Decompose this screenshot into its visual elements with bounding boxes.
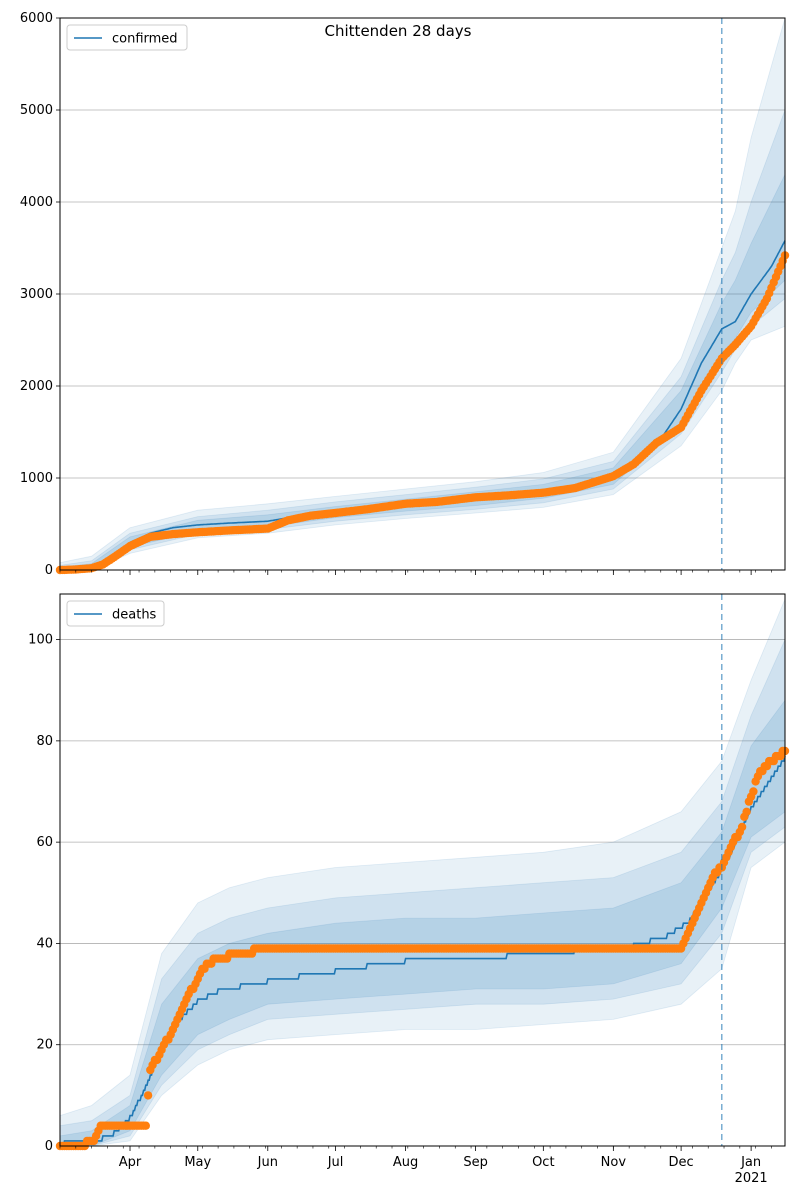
- x-tick-label: Dec: [669, 1155, 694, 1170]
- x-tick-label: Apr: [119, 1155, 142, 1170]
- observed-point: [742, 807, 751, 816]
- chart-panel-1: 0 1000 2000 3000 4000 5000 6000 Chittenden 28 d…: [20, 11, 790, 578]
- legend-box: [66, 600, 165, 627]
- y-tick-label: 6000: [20, 11, 53, 26]
- legend: deaths: [66, 600, 165, 627]
- y-tick-label: 20: [36, 1038, 53, 1053]
- legend-label: confirmed: [112, 32, 178, 47]
- y-tick-label: 40: [36, 936, 53, 951]
- chart-panel-2: 0 20 40 60 80 100 Apr May Jun Jul Aug Sep Oct Nov Dec J…: [28, 593, 790, 1186]
- axes-frame: [59, 593, 786, 1147]
- y-tick-label: 5000: [20, 103, 53, 118]
- x-tick-label: Oct: [532, 1155, 554, 1170]
- legend-box: [66, 24, 188, 51]
- x-tick-label: Jul: [327, 1155, 344, 1170]
- observed-points: [55, 251, 790, 575]
- y-tick-label: 80: [36, 734, 53, 749]
- observed-point: [737, 822, 747, 832]
- legend-label: deaths: [112, 608, 157, 623]
- x-tick-year-label: 2021: [735, 1171, 768, 1186]
- x-tick-label: Aug: [393, 1155, 418, 1170]
- observed-point: [749, 787, 758, 796]
- observed-point: [141, 1121, 150, 1130]
- y-tick-label: 3000: [20, 287, 53, 302]
- y-tick-label: 4000: [20, 195, 53, 210]
- x-tick-label: Jan: [740, 1155, 761, 1170]
- y-tick-label: 100: [28, 633, 53, 648]
- y-tick-label: 2000: [20, 379, 53, 394]
- y-tick-label: 60: [36, 835, 53, 850]
- y-tick-label: 0: [45, 563, 53, 578]
- x-tick-label: Jun: [257, 1155, 278, 1170]
- x-tick-label: May: [184, 1155, 211, 1170]
- x-tick-label: Nov: [601, 1155, 627, 1170]
- axes-frame: [59, 17, 786, 571]
- legend: confirmed: [66, 24, 188, 51]
- x-tick-label: Sep: [463, 1155, 488, 1170]
- y-tick-label: 1000: [20, 471, 53, 486]
- chart-title: Chittenden 28 days: [325, 22, 472, 40]
- y-tick-label: 0: [45, 1139, 53, 1154]
- observed-point: [143, 1091, 153, 1100]
- observed-points: [55, 746, 790, 1151]
